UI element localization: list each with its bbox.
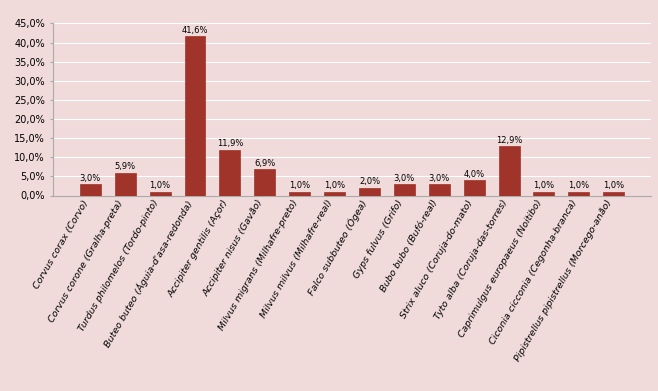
Bar (464, 180, 485, 196)
Text: 11,9%: 11,9% (216, 140, 243, 149)
Text: 5,9%: 5,9% (114, 162, 136, 171)
Bar (80, 184, 101, 196)
Bar (394, 184, 415, 196)
Bar (184, 36, 205, 196)
Text: 3,0%: 3,0% (80, 174, 101, 183)
Bar (569, 192, 590, 196)
Text: 41,6%: 41,6% (182, 26, 209, 35)
Text: 1,0%: 1,0% (569, 181, 590, 190)
Text: 1,0%: 1,0% (324, 181, 345, 190)
Bar (149, 192, 170, 196)
Bar (219, 150, 240, 196)
Text: 3,0%: 3,0% (428, 174, 450, 183)
Bar (603, 192, 624, 196)
Text: 12,9%: 12,9% (496, 136, 522, 145)
Bar (499, 146, 520, 196)
Bar (324, 192, 345, 196)
Text: 3,0%: 3,0% (393, 174, 415, 183)
Bar (429, 184, 449, 196)
Bar (359, 188, 380, 196)
Bar (114, 173, 136, 196)
Text: 6,9%: 6,9% (254, 159, 276, 168)
Text: 1,0%: 1,0% (534, 181, 555, 190)
Bar (534, 192, 555, 196)
Text: 4,0%: 4,0% (464, 170, 485, 179)
Bar (255, 169, 275, 196)
Text: 2,0%: 2,0% (359, 178, 380, 187)
Text: 1,0%: 1,0% (603, 181, 624, 190)
Text: 1,0%: 1,0% (149, 181, 170, 190)
Bar (290, 192, 310, 196)
Text: 1,0%: 1,0% (289, 181, 311, 190)
